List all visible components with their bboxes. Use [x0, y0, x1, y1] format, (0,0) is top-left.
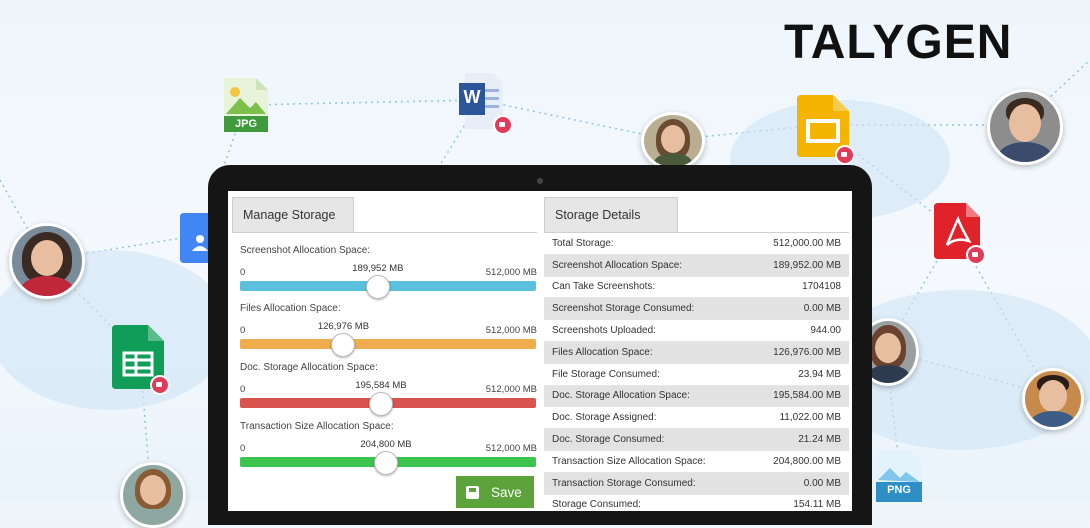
- pdf-file-icon: [934, 203, 986, 265]
- manage-storage-tab[interactable]: Manage Storage: [232, 197, 354, 232]
- table-row: File Storage Consumed: 23.94 MB: [544, 363, 849, 386]
- table-row: Screenshot Storage Consumed: 0.00 MB: [544, 297, 849, 321]
- row-value: 944.00: [748, 319, 849, 342]
- manage-storage-panel: Manage Storage Screenshot Allocation Spa…: [232, 195, 537, 511]
- row-label: Can Take Screenshots:: [544, 276, 749, 299]
- slider-min: 0: [240, 443, 246, 454]
- row-value: 204,800.00 MB: [748, 450, 849, 473]
- table-row: Transaction Size Allocation Space: 204,80…: [544, 450, 849, 473]
- avatar: [641, 112, 705, 170]
- slider-max: 512,000 MB: [485, 267, 537, 278]
- slider-label: Screenshot Allocation Space:: [240, 245, 371, 256]
- table-row: Transaction Storage Consumed: 0.00 MB: [544, 472, 849, 495]
- storage-details-table: Total Storage: 512,000.00 MB Screenshot Al…: [544, 233, 849, 511]
- row-label: Files Allocation Space:: [544, 341, 749, 364]
- slider-value: 204,800 MB: [360, 439, 412, 450]
- docs-file-icon: [180, 213, 210, 263]
- storage-details-tab[interactable]: Storage Details: [544, 197, 678, 232]
- table-row: Screenshots Uploaded: 944.00: [544, 319, 849, 342]
- slider-min: 0: [240, 384, 246, 395]
- table-row: Can Take Screenshots: 1704108: [544, 276, 849, 299]
- table-row: Doc. Storage Consumed: 21.24 MB: [544, 428, 849, 451]
- row-value: 23.94 MB: [748, 363, 849, 386]
- lock-icon: [966, 245, 986, 265]
- avatar: [1022, 368, 1084, 430]
- row-value: 154.11 MB: [748, 494, 849, 511]
- save-label: Save: [491, 484, 522, 500]
- lock-icon: [835, 145, 855, 165]
- save-button[interactable]: Save: [456, 476, 534, 508]
- table-row: Files Allocation Space: 126,976.00 MB: [544, 341, 849, 364]
- slider-label: Doc. Storage Allocation Space:: [240, 362, 378, 373]
- avatar: [120, 462, 186, 528]
- row-label: Storage Consumed:: [544, 494, 749, 511]
- row-value: 0.00 MB: [748, 472, 849, 495]
- table-row: Doc. Storage Assigned: 11,022.00 MB: [544, 406, 849, 430]
- table-row: Doc. Storage Allocation Space: 195,584.00…: [544, 385, 849, 408]
- jpg-file-icon: JPG: [224, 78, 268, 132]
- lock-icon: [150, 375, 170, 395]
- slider-value: 189,952 MB: [352, 263, 404, 274]
- table-row: Screenshot Allocation Space: 189,952.00 M…: [544, 254, 849, 277]
- row-value: 21.24 MB: [748, 428, 849, 451]
- tab-divider: [232, 232, 537, 233]
- camera-dot: [537, 178, 543, 184]
- slider-thumb[interactable]: [331, 333, 356, 357]
- row-value: 0.00 MB: [748, 297, 849, 321]
- slider-thumb[interactable]: [374, 451, 398, 475]
- talygen-logo: TALYGEN: [784, 16, 1013, 69]
- row-value: 11,022.00 MB: [748, 406, 849, 430]
- slider-track[interactable]: [240, 339, 536, 349]
- slider-thumb[interactable]: [365, 275, 390, 299]
- sheets-file-icon: [112, 325, 170, 395]
- png-label: PNG: [887, 484, 911, 496]
- row-label: Transaction Size Allocation Space:: [544, 450, 749, 473]
- save-icon: [466, 485, 479, 499]
- slider-value: 126,976 MB: [317, 321, 370, 332]
- word-file-icon: W: [459, 73, 513, 135]
- slider-label: Transaction Size Allocation Space:: [240, 421, 394, 432]
- slider-label: Files Allocation Space:: [240, 303, 341, 314]
- slides-file-icon: [797, 95, 855, 165]
- row-value: 195,584.00 MB: [748, 385, 849, 408]
- row-label: Screenshots Uploaded:: [544, 319, 749, 342]
- row-label: Screenshot Storage Consumed:: [544, 297, 749, 321]
- row-value: 1704108: [748, 276, 849, 299]
- row-label: Screenshot Allocation Space:: [544, 254, 749, 277]
- row-label: Doc. Storage Consumed:: [544, 428, 749, 451]
- row-label: Total Storage:: [544, 233, 749, 255]
- row-label: Transaction Storage Consumed:: [544, 472, 749, 495]
- tab-divider: [544, 232, 849, 233]
- storage-details-panel: Storage Details Total Storage: 512,000.00…: [544, 195, 849, 511]
- row-value: 126,976.00 MB: [748, 341, 849, 364]
- slider-max: 512,000 MB: [485, 325, 537, 336]
- row-label: File Storage Consumed:: [544, 363, 749, 386]
- word-letter: W: [463, 87, 481, 107]
- lock-icon: [493, 115, 513, 135]
- slider-min: 0: [240, 267, 246, 278]
- slider-max: 512,000 MB: [485, 443, 537, 454]
- slider-max: 512,000 MB: [485, 384, 537, 395]
- row-label: Doc. Storage Assigned:: [544, 406, 749, 430]
- table-row: Total Storage: 512,000.00 MB: [544, 233, 849, 255]
- slider-thumb[interactable]: [368, 392, 393, 416]
- row-value: 189,952.00 MB: [748, 254, 849, 277]
- row-value: 512,000.00 MB: [748, 233, 849, 255]
- jpg-label: JPG: [234, 118, 257, 130]
- avatar: [9, 223, 85, 299]
- png-file-icon: PNG: [876, 450, 922, 502]
- slider-min: 0: [240, 325, 246, 336]
- row-label: Doc. Storage Allocation Space:: [544, 385, 749, 408]
- table-row: Storage Consumed: 154.11 MB: [544, 494, 849, 511]
- slider-value: 195,584 MB: [355, 380, 407, 391]
- app-screen: Manage Storage Screenshot Allocation Spa…: [228, 191, 852, 511]
- avatar: [987, 89, 1063, 165]
